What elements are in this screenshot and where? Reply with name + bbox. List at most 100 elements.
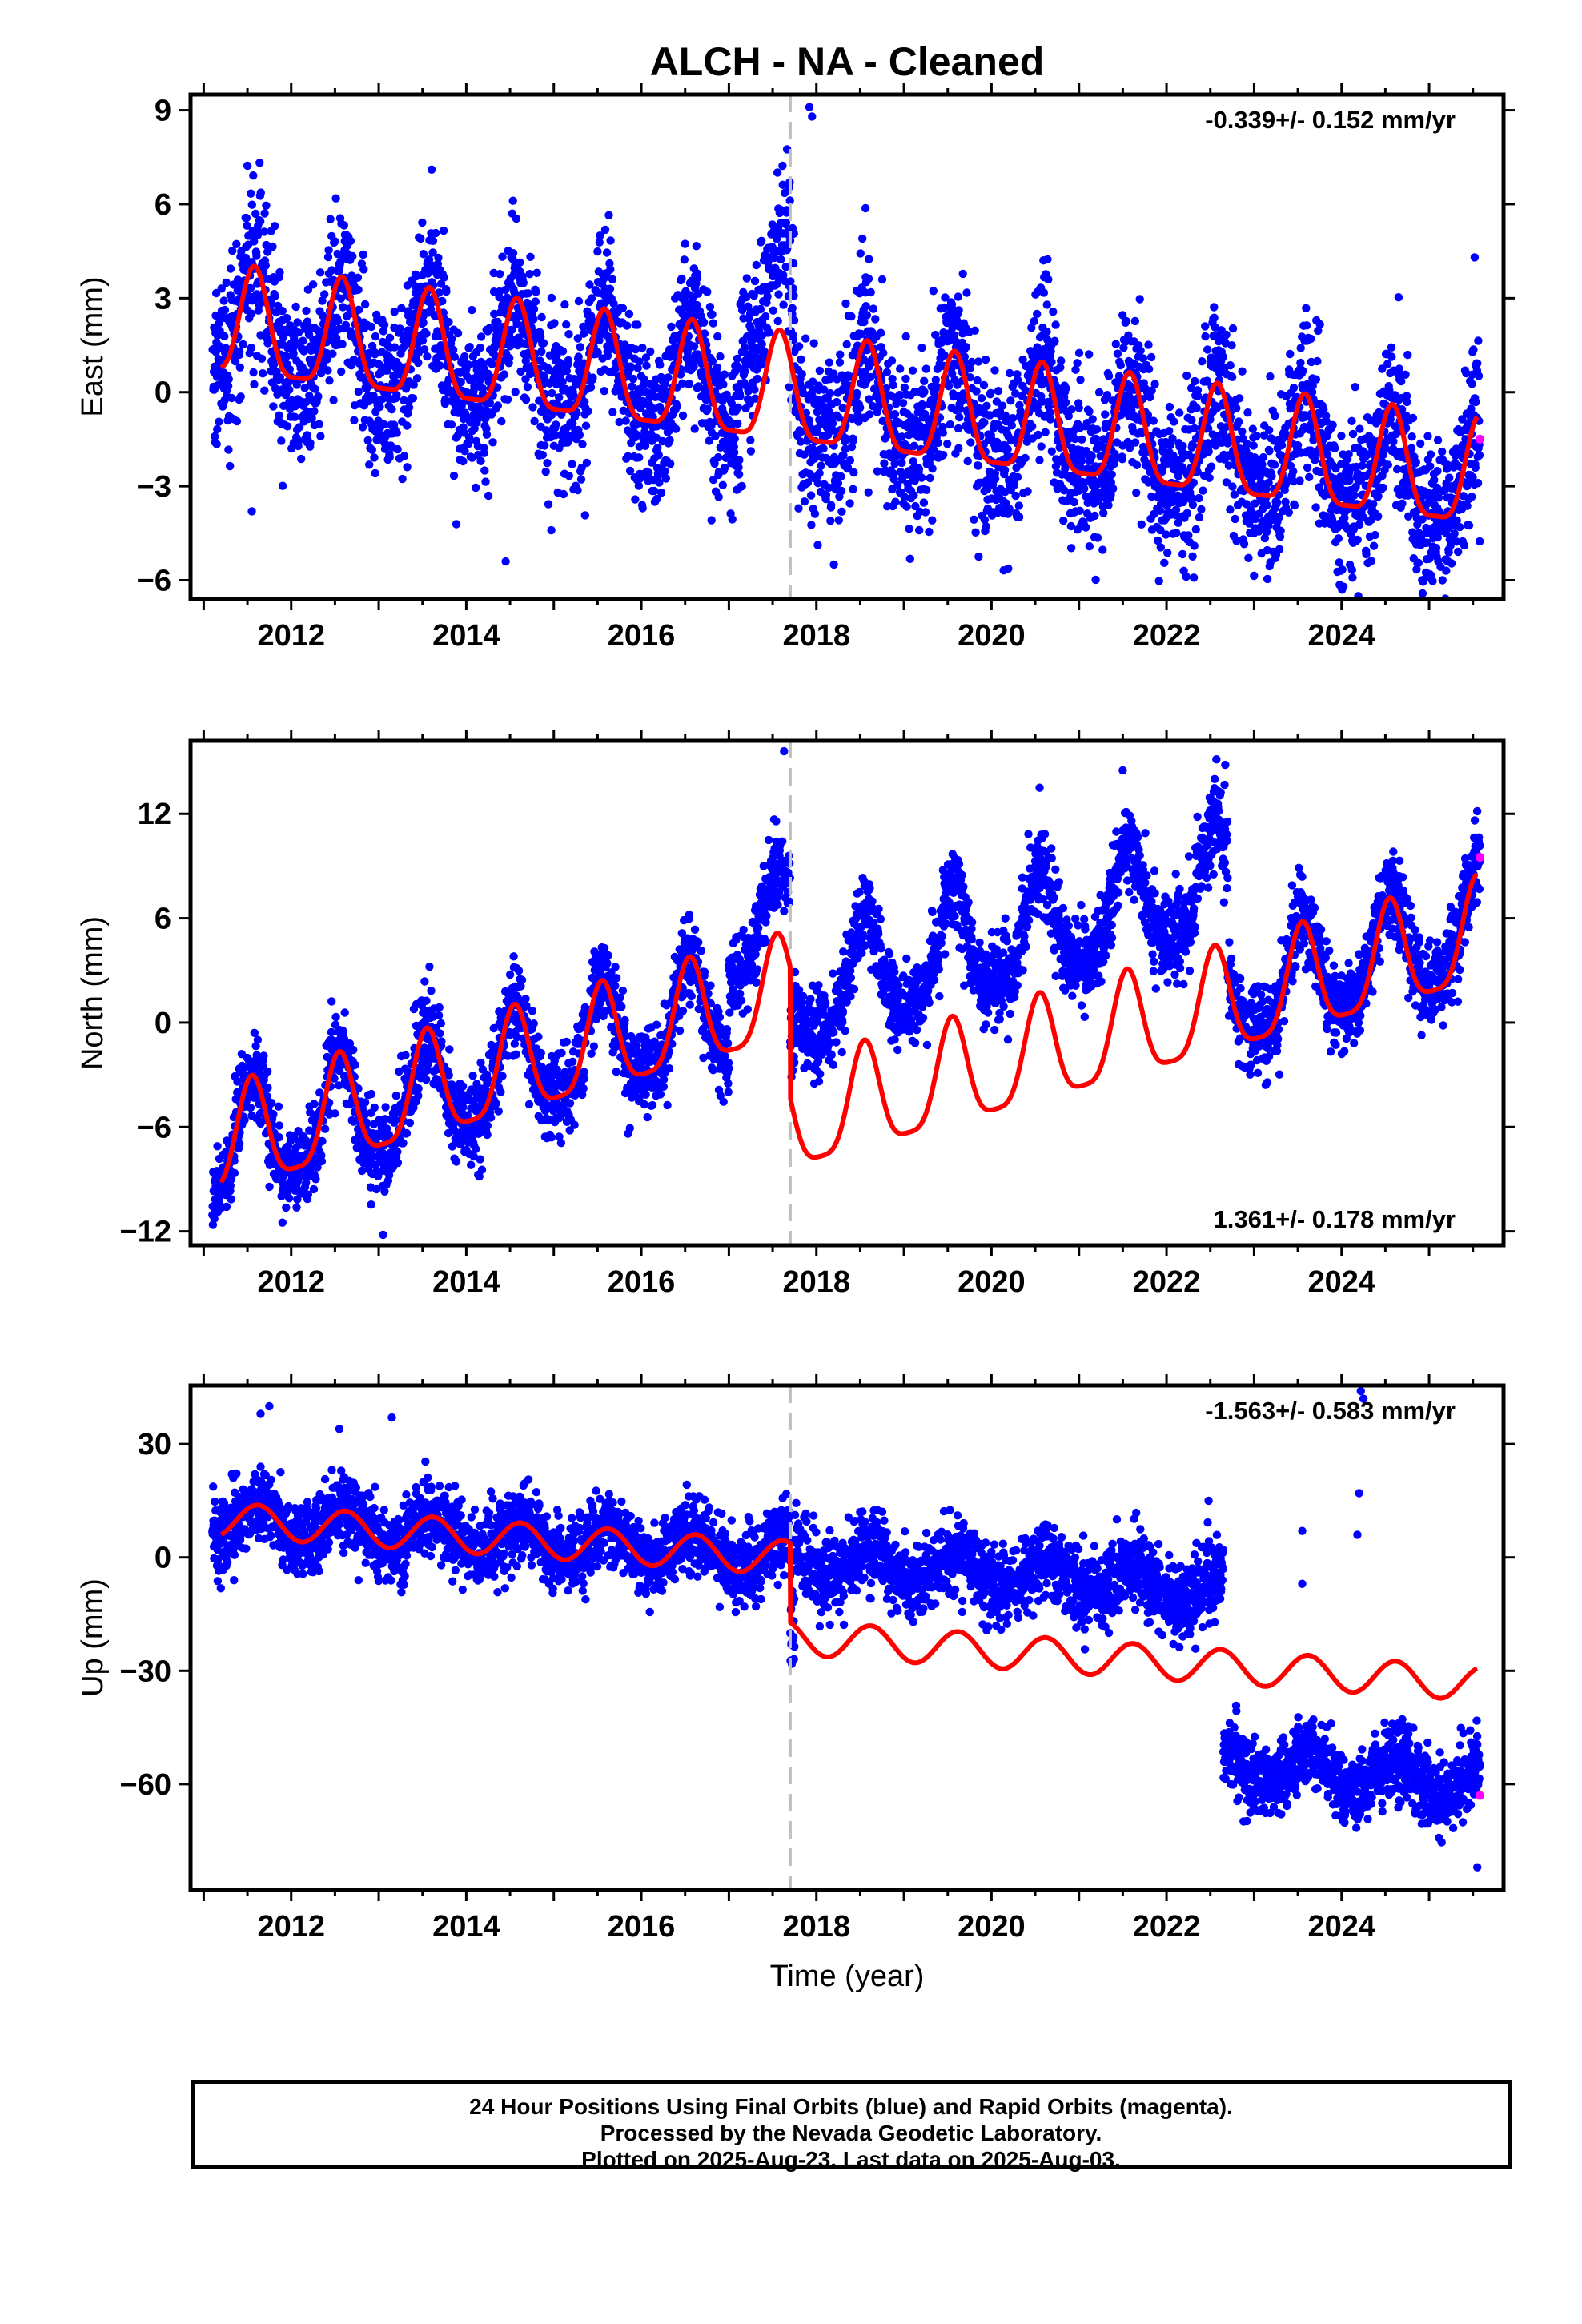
position-point: [576, 343, 584, 352]
position-point: [1203, 345, 1212, 354]
position-point: [631, 495, 640, 504]
position-point: [1085, 542, 1094, 551]
position-point: [1192, 404, 1201, 412]
position-point: [1144, 364, 1154, 373]
position-point: [432, 228, 440, 238]
position-point: [1187, 416, 1196, 424]
position-point: [1472, 397, 1480, 407]
position-point: [436, 361, 444, 370]
position-point: [1003, 444, 1012, 454]
position-point: [864, 274, 873, 283]
position-point: [593, 348, 602, 357]
position-point: [247, 507, 256, 516]
position-point: [575, 431, 584, 440]
position-point: [222, 278, 231, 287]
position-point: [253, 231, 263, 239]
position-point: [1468, 380, 1476, 388]
position-point: [1438, 576, 1447, 585]
position-point: [249, 171, 258, 180]
position-point: [1302, 304, 1311, 312]
position-point: [979, 380, 989, 390]
position-point: [595, 238, 604, 247]
position-point: [367, 322, 376, 332]
position-point: [555, 393, 564, 402]
position-point: [858, 234, 867, 243]
position-point: [1136, 346, 1145, 355]
position-point: [1149, 416, 1158, 425]
position-point: [1076, 376, 1085, 384]
position-point: [1146, 352, 1156, 362]
position-point: [329, 396, 338, 404]
position-point: [271, 222, 279, 231]
position-point: [919, 498, 929, 507]
position-point: [1473, 359, 1482, 368]
position-point: [265, 1182, 274, 1192]
x-tick-label: 2018: [782, 619, 850, 653]
position-point: [962, 288, 971, 297]
position-point: [1474, 336, 1483, 345]
position-point: [291, 302, 300, 312]
position-point: [1408, 413, 1418, 423]
position-point: [1232, 404, 1241, 412]
position-point: [428, 236, 438, 245]
position-point: [1460, 541, 1469, 550]
position-point: [235, 363, 244, 372]
position-point: [434, 253, 443, 263]
position-point: [294, 328, 303, 337]
position-point: [1289, 384, 1299, 392]
position-point: [398, 474, 407, 484]
position-point: [540, 441, 549, 450]
position-point: [498, 252, 507, 261]
position-point: [1284, 508, 1294, 517]
position-point: [1383, 360, 1392, 368]
position-point: [600, 387, 608, 396]
position-point: [1190, 541, 1199, 550]
position-point: [1175, 408, 1184, 417]
position-point: [552, 420, 560, 429]
position-point: [479, 364, 488, 372]
position-point: [962, 343, 971, 352]
y-tick-label: −3: [137, 470, 171, 504]
position-point: [1066, 544, 1076, 553]
position-point: [250, 380, 259, 389]
position-point: [252, 251, 261, 260]
position-point: [1267, 472, 1276, 480]
position-point: [958, 269, 967, 279]
position-point: [568, 419, 577, 428]
position-point: [879, 348, 888, 357]
position-point: [877, 328, 885, 337]
position-point: [1442, 566, 1451, 575]
position-point: [1070, 497, 1078, 507]
position-point: [1311, 503, 1320, 512]
position-point: [966, 438, 975, 447]
position-point: [825, 358, 834, 367]
position-point: [278, 307, 287, 316]
position-point: [678, 411, 688, 420]
position-point: [661, 474, 670, 483]
position-point: [917, 473, 926, 482]
position-point: [801, 334, 810, 343]
position-point: [980, 418, 989, 427]
position-point: [1104, 372, 1114, 380]
position-point: [1266, 372, 1275, 381]
position-point: [1338, 565, 1347, 574]
position-point: [849, 436, 858, 445]
position-point: [1044, 275, 1053, 284]
position-point: [664, 373, 673, 382]
position-point: [428, 248, 437, 257]
position-point: [268, 242, 277, 251]
position-point: [227, 393, 236, 403]
position-point: [247, 309, 256, 318]
position-point: [419, 250, 428, 259]
position-point: [452, 520, 461, 529]
position-point: [836, 350, 845, 359]
position-point: [531, 297, 540, 306]
position-point: [306, 439, 315, 448]
position-point: [1339, 582, 1348, 591]
position-point: [1305, 472, 1314, 481]
position-point: [864, 488, 873, 497]
position-point: [490, 309, 499, 319]
position-point: [917, 344, 926, 352]
position-point: [943, 440, 952, 448]
position-point: [578, 440, 587, 448]
